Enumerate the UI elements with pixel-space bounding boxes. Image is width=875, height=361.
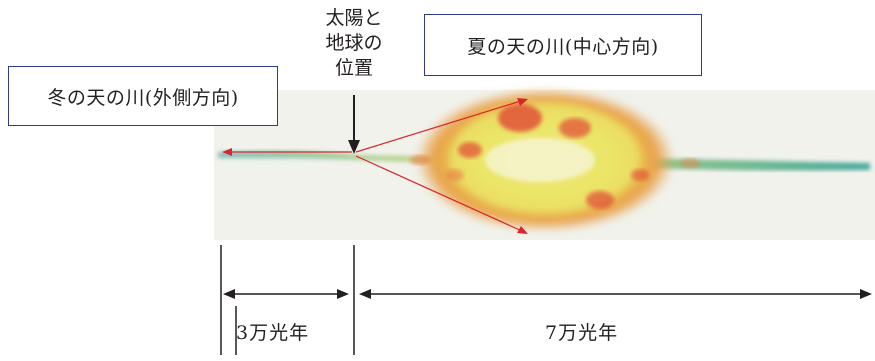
ray-summer-lower [355, 155, 525, 233]
distance-label-right: 7万光年 [545, 322, 619, 344]
distance-arrow-left [223, 289, 349, 299]
sun-earth-position-label: 太陽と 地球の 位置 [312, 6, 396, 81]
distance-label-left: 3万光年 [236, 322, 310, 344]
sun-position-arrow [348, 95, 360, 154]
summer-milky-way-label: 夏の天の川(中心方向) [424, 14, 702, 76]
winter-milky-way-label: 冬の天の川(外側方向) [8, 66, 278, 126]
distance-arrow-right [359, 289, 872, 299]
sun-label-line-2: 地球の [325, 32, 383, 54]
galaxy-bulge [410, 88, 700, 232]
sun-label-line-3: 位置 [334, 57, 373, 79]
sun-label-line-1: 太陽と [325, 7, 383, 29]
line-of-sight-rays [222, 98, 528, 234]
scale-markers [220, 245, 355, 355]
ray-summer-upper [355, 99, 525, 153]
